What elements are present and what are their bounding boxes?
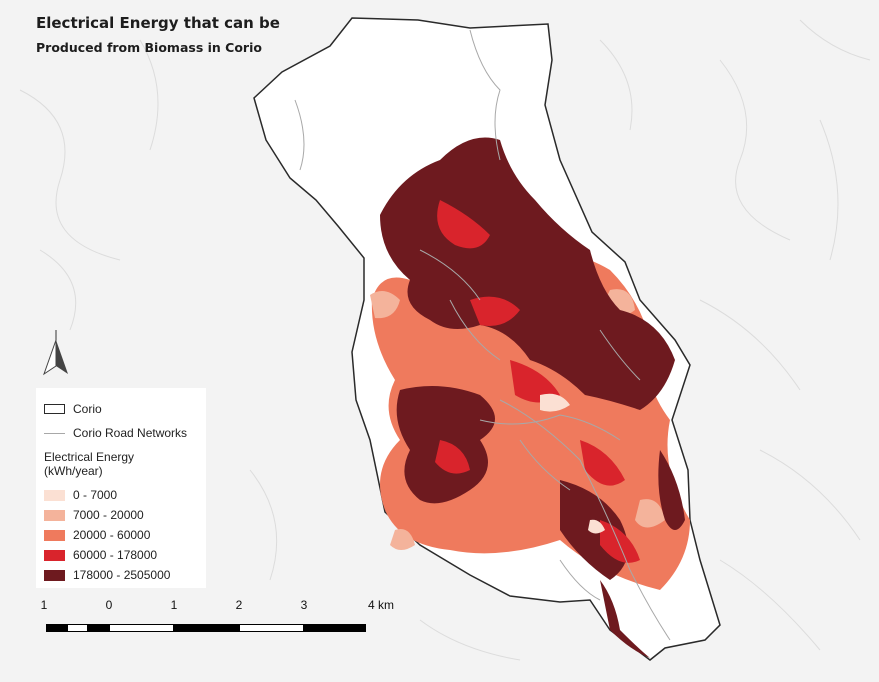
class-3-swatch (44, 529, 65, 541)
scale-seg (46, 624, 67, 632)
legend-class-2: 7000 - 20000 (44, 508, 144, 522)
background-roads (19, 19, 871, 661)
energy-class-60000-178000 (435, 200, 640, 563)
map-title-line-1: Electrical Energy that can be (36, 14, 280, 32)
legend-energy-title-line-1: Electrical Energy (44, 450, 135, 464)
scale-label-4: 2 (235, 598, 243, 612)
boundary-swatch (44, 404, 65, 414)
legend-energy-title-line-2: (kWh/year) (44, 464, 103, 478)
legend: Corio Corio Road Networks Electrical Ene… (36, 388, 206, 588)
legend-item-roads: Corio Road Networks (44, 426, 187, 440)
class-4-label: 60000 - 178000 (73, 548, 158, 562)
north-arrow-icon (43, 330, 68, 376)
class-5-swatch (44, 569, 65, 581)
scale-label-6: 4 km (367, 598, 395, 612)
energy-class-7000-20000 (370, 255, 665, 550)
scale-seg (67, 624, 88, 632)
legend-class-3: 20000 - 60000 (44, 528, 150, 542)
class-1-label: 0 - 7000 (73, 488, 118, 502)
scale-label-3: 1 (170, 598, 178, 612)
legend-boundary-label: Corio (73, 402, 102, 416)
scale-seg (109, 624, 174, 632)
corio-road-networks (294, 29, 671, 641)
legend-class-5: 178000 - 2505000 (44, 568, 170, 582)
road-swatch (44, 432, 65, 434)
class-4-swatch (44, 549, 65, 561)
scale-seg (174, 624, 239, 632)
energy-layer (370, 137, 690, 658)
legend-energy-title: Electrical Energy (kWh/year) (44, 450, 134, 478)
scale-seg (239, 624, 304, 632)
legend-class-4: 60000 - 178000 (44, 548, 157, 562)
legend-class-1: 0 - 7000 (44, 488, 117, 502)
scale-label-2: 0 (105, 598, 113, 612)
legend-roads-label: Corio Road Networks (73, 426, 188, 440)
scale-label-5: 3 (300, 598, 308, 612)
class-3-label: 20000 - 60000 (73, 528, 151, 542)
class-2-label: 7000 - 20000 (73, 508, 144, 522)
scale-seg (88, 624, 109, 632)
scale-label-1: 1 (40, 598, 48, 612)
legend-item-boundary: Corio (44, 402, 102, 416)
map-title-line-2: Produced from Biomass in Corio (36, 40, 262, 55)
scale-bar: 1 0 1 2 3 4 km (36, 598, 396, 638)
class-2-swatch (44, 509, 65, 521)
class-1-swatch (44, 489, 65, 501)
scale-seg (304, 624, 366, 632)
energy-class-0-7000 (540, 393, 605, 534)
class-5-label: 178000 - 2505000 (73, 568, 171, 582)
